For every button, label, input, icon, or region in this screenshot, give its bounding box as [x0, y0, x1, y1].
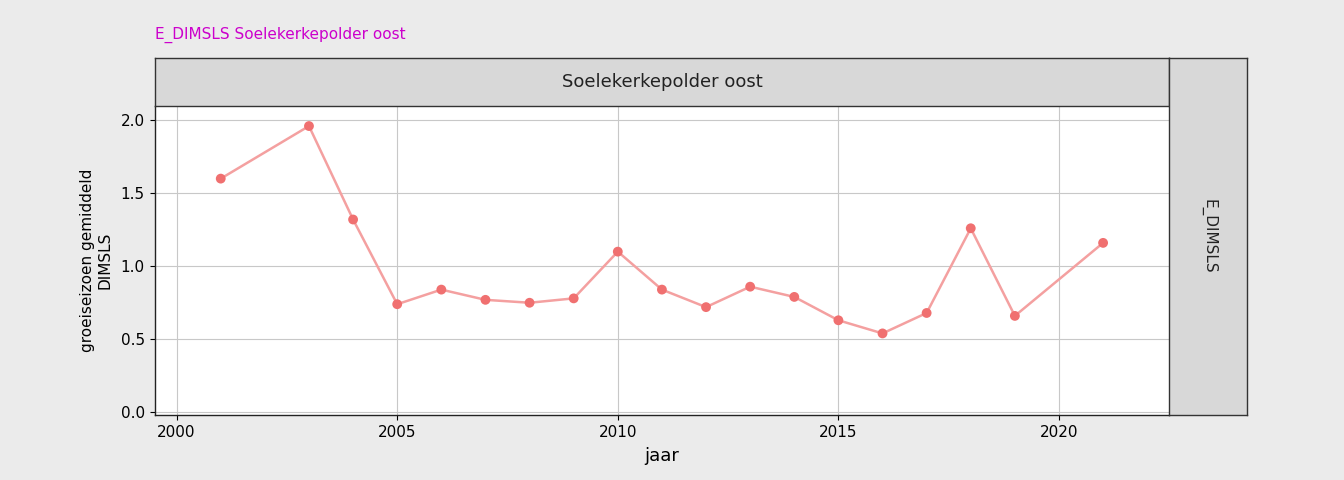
- Text: E_DIMSLS Soelekerkepolder oost: E_DIMSLS Soelekerkepolder oost: [155, 27, 405, 43]
- Point: [519, 299, 540, 307]
- Point: [960, 225, 981, 232]
- Point: [607, 248, 629, 255]
- Point: [298, 122, 320, 130]
- Point: [210, 175, 231, 182]
- Point: [430, 286, 452, 293]
- Point: [739, 283, 761, 290]
- Point: [828, 316, 849, 324]
- Point: [1093, 239, 1114, 247]
- Point: [1004, 312, 1025, 320]
- Text: Soelekerkepolder oost: Soelekerkepolder oost: [562, 72, 762, 91]
- Point: [872, 330, 894, 337]
- Point: [563, 295, 585, 302]
- Point: [784, 293, 805, 301]
- Text: E_DIMSLS: E_DIMSLS: [1200, 199, 1216, 274]
- Point: [343, 216, 364, 223]
- Point: [387, 300, 409, 308]
- Point: [650, 286, 672, 293]
- Point: [695, 303, 716, 311]
- X-axis label: jaar: jaar: [645, 447, 679, 465]
- Point: [474, 296, 496, 304]
- Point: [915, 309, 937, 317]
- Y-axis label: groeiseizoen gemiddeld
DIMSLS: groeiseizoen gemiddeld DIMSLS: [81, 168, 113, 352]
